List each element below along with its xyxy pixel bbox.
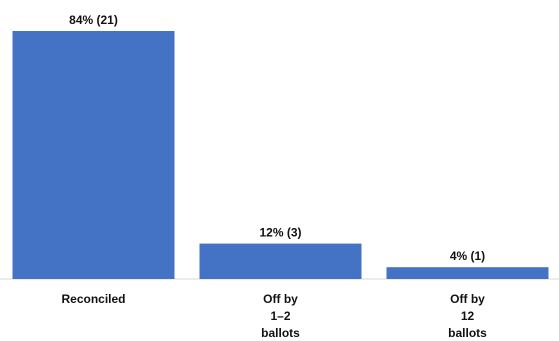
- bar-3: [386, 267, 549, 279]
- category-label-2: Off by 1–2 ballots: [261, 292, 300, 340]
- data-label-2: 12% (3): [259, 226, 301, 240]
- category-labels-group: Reconciled Off by 1–2 ballots Off by 12 ballot…: [61, 292, 487, 340]
- data-labels-group: 84% (21) 12% (3) 4% (1): [69, 13, 485, 263]
- category-label-3-line-1: Off by: [450, 292, 485, 306]
- data-label-3: 4% (1): [450, 249, 485, 263]
- bar-2: [199, 243, 362, 279]
- category-label-3: Off by 12 ballots: [448, 292, 487, 340]
- category-label-2-line-1: Off by: [263, 292, 298, 306]
- bars-group: [12, 31, 549, 279]
- category-label-2-line-3: ballots: [261, 326, 300, 340]
- category-label-2-line-2: 1–2: [270, 309, 290, 323]
- category-label-1: Reconciled: [61, 292, 125, 306]
- category-label-1-line-1: Reconciled: [61, 292, 125, 306]
- data-label-1: 84% (21): [69, 13, 118, 27]
- bar-1: [12, 31, 175, 279]
- category-label-3-line-3: ballots: [448, 326, 487, 340]
- category-label-3-line-2: 12: [461, 309, 475, 323]
